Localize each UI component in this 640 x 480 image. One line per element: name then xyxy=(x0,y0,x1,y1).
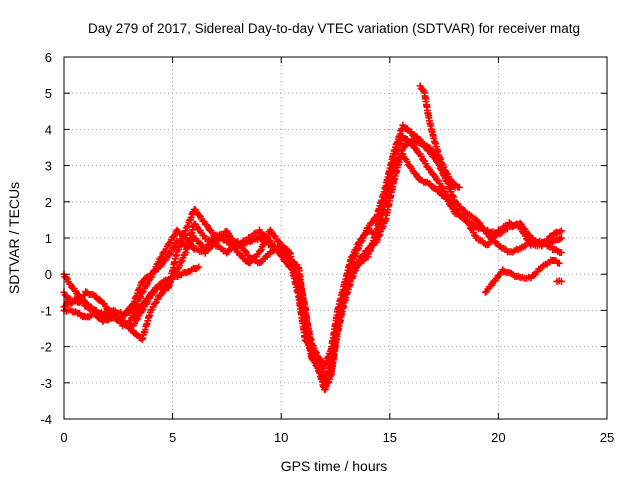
x-tick-label: 0 xyxy=(60,430,67,445)
x-tick-label: 10 xyxy=(274,430,288,445)
y-axis-label: SDTVAR / TECUs xyxy=(6,182,22,294)
series-track-g xyxy=(481,256,563,296)
data-markers xyxy=(60,82,565,394)
y-tick-label: -2 xyxy=(40,340,52,355)
x-tick-label: 25 xyxy=(600,430,614,445)
y-tick-label: 0 xyxy=(45,267,52,282)
series-markers xyxy=(125,263,203,325)
y-tick-label: 2 xyxy=(45,195,52,210)
x-tick-label: 5 xyxy=(169,430,176,445)
x-tick-label: 15 xyxy=(383,430,397,445)
y-tick-label: 1 xyxy=(45,231,52,246)
series-markers xyxy=(481,256,563,296)
y-tick-label: -1 xyxy=(40,303,52,318)
series-track-f xyxy=(416,82,463,191)
y-tick-label: 4 xyxy=(45,122,52,137)
series-track-h xyxy=(553,277,565,285)
x-axis-label: GPS time / hours xyxy=(281,458,388,474)
y-tick-label: 3 xyxy=(45,159,52,174)
series-markers xyxy=(553,277,565,285)
x-tick-label: 20 xyxy=(491,430,505,445)
y-tick-label: -3 xyxy=(40,376,52,391)
chart-title: Day 279 of 2017, Sidereal Day-to-day VTE… xyxy=(88,21,580,36)
series-markers xyxy=(416,82,463,191)
y-tick-label: 6 xyxy=(45,50,52,65)
y-tick-label: -4 xyxy=(40,412,52,427)
series-track-e xyxy=(125,263,203,325)
plot-frame xyxy=(63,56,608,420)
y-tick-label: 5 xyxy=(45,86,52,101)
